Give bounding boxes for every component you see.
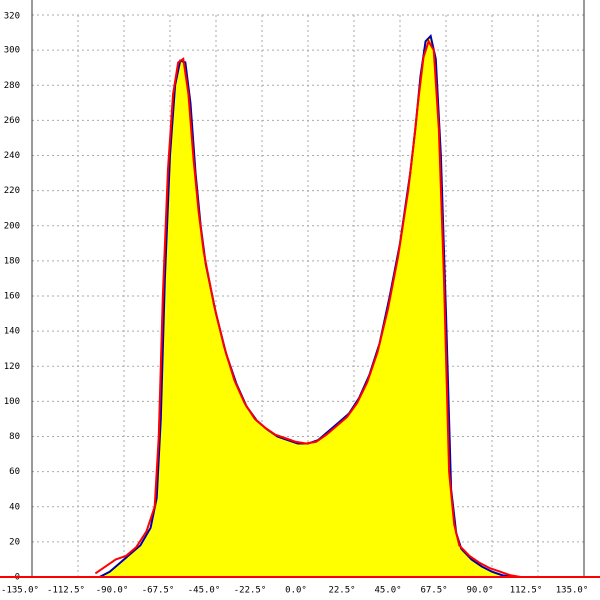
area-fill — [99, 36, 517, 577]
y-tick-label: 240 — [4, 151, 20, 161]
x-tick-label: 135.0° — [556, 586, 589, 596]
y-tick-label: 40 — [9, 502, 20, 512]
y-tick-label: 280 — [4, 81, 20, 91]
x-tick-label: -67.5° — [142, 586, 175, 596]
y-tick-label: 220 — [4, 186, 20, 196]
y-tick-label: 80 — [9, 432, 20, 442]
x-tick-label: 90.0° — [466, 586, 493, 596]
x-tick-label: -112.5° — [47, 586, 85, 596]
series-line — [94, 38, 521, 578]
y-tick-label: 180 — [4, 256, 20, 266]
x-tick-label: 22.5° — [328, 586, 355, 596]
y-tick-label: 100 — [4, 397, 20, 407]
y-tick-label: 60 — [9, 467, 20, 477]
y-tick-label: 20 — [9, 537, 20, 547]
y-tick-label: 120 — [4, 362, 20, 372]
x-tick-label: -22.5° — [234, 586, 267, 596]
y-tick-label: 260 — [4, 116, 20, 126]
y-tick-label: 300 — [4, 46, 20, 56]
x-tick-label: 0.0° — [285, 586, 307, 596]
y-tick-label: 160 — [4, 292, 20, 302]
x-tick-label: -45.0° — [188, 586, 221, 596]
x-tick-label: 45.0° — [374, 586, 401, 596]
x-tick-label: -90.0° — [96, 586, 129, 596]
y-tick-label: 320 — [4, 12, 20, 22]
x-tick-label: 67.5° — [420, 586, 447, 596]
x-tick-label: 112.5° — [510, 586, 543, 596]
y-tick-label: 140 — [4, 327, 20, 337]
y-tick-label: 200 — [4, 221, 20, 231]
x-tick-label: -135.0° — [1, 586, 39, 596]
